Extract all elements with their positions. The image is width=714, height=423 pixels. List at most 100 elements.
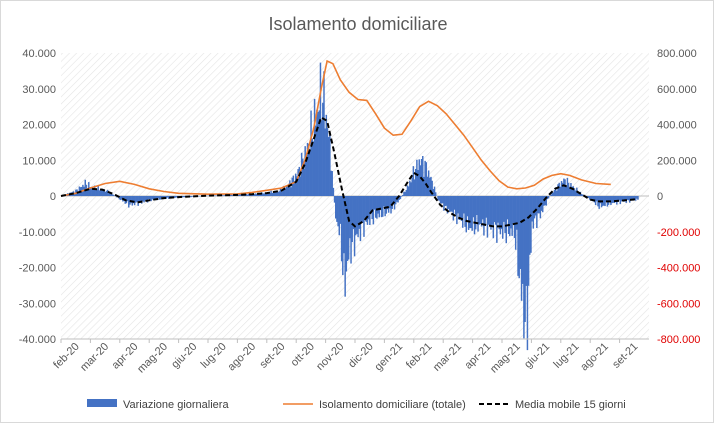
variation-bar (103, 189, 105, 196)
moving-average-line (60, 115, 638, 228)
variation-bar (499, 196, 502, 235)
variation-bar (431, 180, 433, 196)
variation-bar (560, 181, 563, 196)
x-tick-label: mar-21 (431, 341, 464, 374)
variation-bar (489, 196, 491, 226)
variation-bar (319, 62, 322, 197)
variation-bar (347, 196, 350, 260)
variation-bar (256, 193, 258, 196)
variation-bar (446, 196, 449, 214)
variation-bar (490, 196, 492, 230)
variation-bar (365, 196, 368, 222)
variation-bar (352, 196, 355, 230)
variation-bar (128, 196, 130, 208)
variation-bar (476, 196, 478, 216)
variation-bar (418, 159, 420, 196)
variation-bar (160, 196, 163, 199)
variation-bar (299, 176, 302, 196)
variation-bar (627, 196, 630, 201)
y-right-tick-label: -200.000 (657, 227, 700, 239)
variation-bar (357, 196, 359, 238)
variation-bar (391, 196, 393, 209)
variation-bar (150, 196, 152, 202)
variation-bar (521, 196, 524, 284)
variation-bar (416, 159, 418, 196)
variation-bar (480, 196, 483, 227)
y-left-tick-label: 10.000 (22, 155, 56, 167)
variation-bar (493, 196, 496, 223)
variation-bar (632, 196, 635, 201)
variation-bar (594, 196, 597, 206)
variation-bar (581, 194, 584, 196)
variation-bar (590, 196, 592, 199)
x-tick-label: mag-21 (488, 341, 523, 376)
variation-bar (106, 189, 109, 196)
variation-bar (450, 196, 452, 212)
variation-bar (463, 196, 465, 214)
variation-bar (586, 196, 589, 198)
variation-bar (554, 187, 557, 196)
variation-bar (567, 182, 570, 196)
variation-bar (552, 192, 555, 196)
x-tick-label: mag-20 (135, 341, 170, 376)
y-left-tick-label: -20.000 (19, 263, 56, 275)
variation-bar (325, 114, 328, 196)
variation-bar (387, 196, 390, 213)
variation-bar (302, 158, 304, 196)
x-tick-label: mar-20 (78, 341, 111, 374)
variation-bar (83, 186, 85, 196)
variation-bar (399, 196, 402, 200)
variation-bar (543, 196, 545, 206)
variation-bar (580, 193, 583, 196)
variation-bar (593, 196, 596, 203)
variation-bar (282, 188, 284, 196)
variation-bar (385, 196, 388, 214)
variation-bar (371, 196, 373, 220)
variation-bar (599, 196, 602, 204)
variation-bar (417, 170, 419, 196)
variation-bar (338, 196, 341, 236)
variation-bar (149, 196, 151, 201)
variation-bar (422, 156, 424, 196)
variation-bar (510, 196, 512, 229)
variation-bar (273, 190, 276, 196)
variation-bar (143, 196, 145, 203)
variation-bar (392, 196, 395, 204)
variation-bar (269, 193, 271, 196)
variation-bar (545, 196, 547, 206)
variation-bar (429, 177, 431, 196)
variation-bar (329, 134, 331, 196)
variation-bar (502, 196, 504, 239)
variation-bar (277, 191, 279, 196)
x-tick-label: ago-20 (226, 341, 259, 374)
variation-bar (313, 98, 316, 196)
variation-bar (434, 192, 437, 196)
daily-variation-bars (62, 62, 639, 351)
legend-label: Variazione giornaliera (123, 399, 229, 411)
variation-bar (318, 110, 321, 196)
variation-bar (278, 191, 281, 196)
variation-bar (406, 185, 409, 196)
variation-bar (263, 193, 265, 196)
variation-bar (571, 186, 573, 196)
variation-bar (394, 196, 397, 205)
variation-bar (326, 128, 329, 196)
variation-bar (573, 188, 576, 196)
variation-bar (239, 193, 242, 196)
variation-bar (482, 196, 484, 220)
variation-bar (330, 170, 332, 196)
variation-bar (478, 196, 480, 225)
variation-bar (433, 186, 436, 196)
variation-bar (603, 196, 605, 206)
variation-bar (355, 196, 357, 236)
variation-bar (275, 192, 277, 196)
variation-bar (222, 195, 224, 196)
variation-bar (444, 196, 446, 207)
variation-bar (304, 146, 306, 196)
variation-bar (500, 196, 503, 229)
variation-bar (469, 196, 471, 229)
variation-bar (285, 185, 288, 196)
variation-bar (173, 196, 176, 198)
variation-bar (449, 196, 451, 213)
